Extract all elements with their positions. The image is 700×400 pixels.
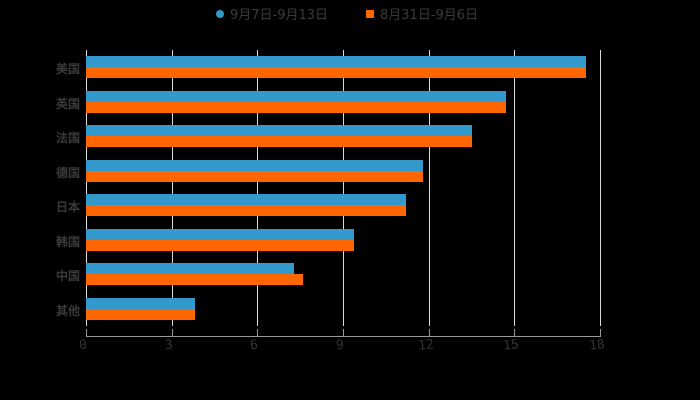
axis-tick bbox=[86, 329, 87, 336]
bar-series-1[interactable] bbox=[86, 263, 295, 274]
x-tick-label: 18 bbox=[588, 337, 606, 354]
bar-series-2[interactable] bbox=[86, 274, 304, 285]
bar-series-1[interactable] bbox=[86, 159, 423, 171]
bar-series-2[interactable] bbox=[86, 67, 586, 78]
bar-series-1[interactable] bbox=[86, 56, 586, 67]
bar-series-1[interactable] bbox=[86, 228, 355, 240]
legend-label: 9月7日-9月13日 bbox=[230, 8, 329, 23]
category-label: 韩国 bbox=[55, 234, 80, 249]
bar-series-1[interactable] bbox=[86, 297, 195, 309]
x-tick-label: 12 bbox=[417, 337, 435, 354]
legend-item-series-1[interactable]: 9月7日-9月13日 bbox=[216, 4, 328, 23]
x-axis-line bbox=[86, 336, 601, 337]
legend-label: 8月31日-9月6日 bbox=[380, 8, 479, 23]
x-tick-label: 3 bbox=[164, 337, 174, 354]
axis-tick bbox=[343, 329, 344, 336]
category-label: 英国 bbox=[55, 96, 80, 111]
bar-series-2[interactable] bbox=[86, 239, 355, 251]
gridline bbox=[86, 50, 87, 326]
axis-tick bbox=[514, 329, 515, 336]
bar-series-2[interactable] bbox=[86, 170, 423, 182]
gridline bbox=[343, 50, 344, 326]
gridline bbox=[429, 50, 430, 326]
x-tick-label: 6 bbox=[249, 337, 259, 354]
gridline bbox=[257, 50, 258, 326]
gridline bbox=[600, 50, 601, 326]
category-label: 日本 bbox=[55, 200, 80, 214]
bar-series-2[interactable] bbox=[86, 205, 406, 216]
gridline bbox=[514, 50, 515, 326]
axis-tick bbox=[429, 329, 430, 336]
bar-series-2[interactable] bbox=[86, 101, 506, 113]
bar-series-1[interactable] bbox=[86, 194, 406, 205]
category-label: 中国 bbox=[55, 269, 80, 283]
x-tick-label: 9 bbox=[335, 337, 345, 354]
axis-tick bbox=[257, 329, 258, 336]
gridline bbox=[172, 50, 173, 326]
bar-series-1[interactable] bbox=[86, 90, 506, 102]
bar-series-1[interactable] bbox=[86, 125, 472, 136]
category-label: 其他 bbox=[55, 303, 80, 318]
legend-circle-icon bbox=[216, 9, 224, 18]
axis-tick bbox=[600, 329, 601, 336]
category-label: 德国 bbox=[55, 165, 80, 180]
bar-series-2[interactable] bbox=[86, 136, 472, 147]
legend-square-icon bbox=[366, 9, 374, 18]
legend: 9月7日-9月13日 8月31日-9月6日 bbox=[0, 4, 700, 24]
x-tick-label: 0 bbox=[78, 337, 88, 354]
category-label: 法国 bbox=[55, 131, 80, 145]
x-tick-label: 15 bbox=[502, 337, 520, 354]
axis-tick bbox=[172, 329, 173, 336]
bar-series-2[interactable] bbox=[86, 308, 195, 320]
category-label: 美国 bbox=[55, 62, 80, 76]
legend-item-series-2[interactable]: 8月31日-9月6日 bbox=[366, 4, 478, 23]
